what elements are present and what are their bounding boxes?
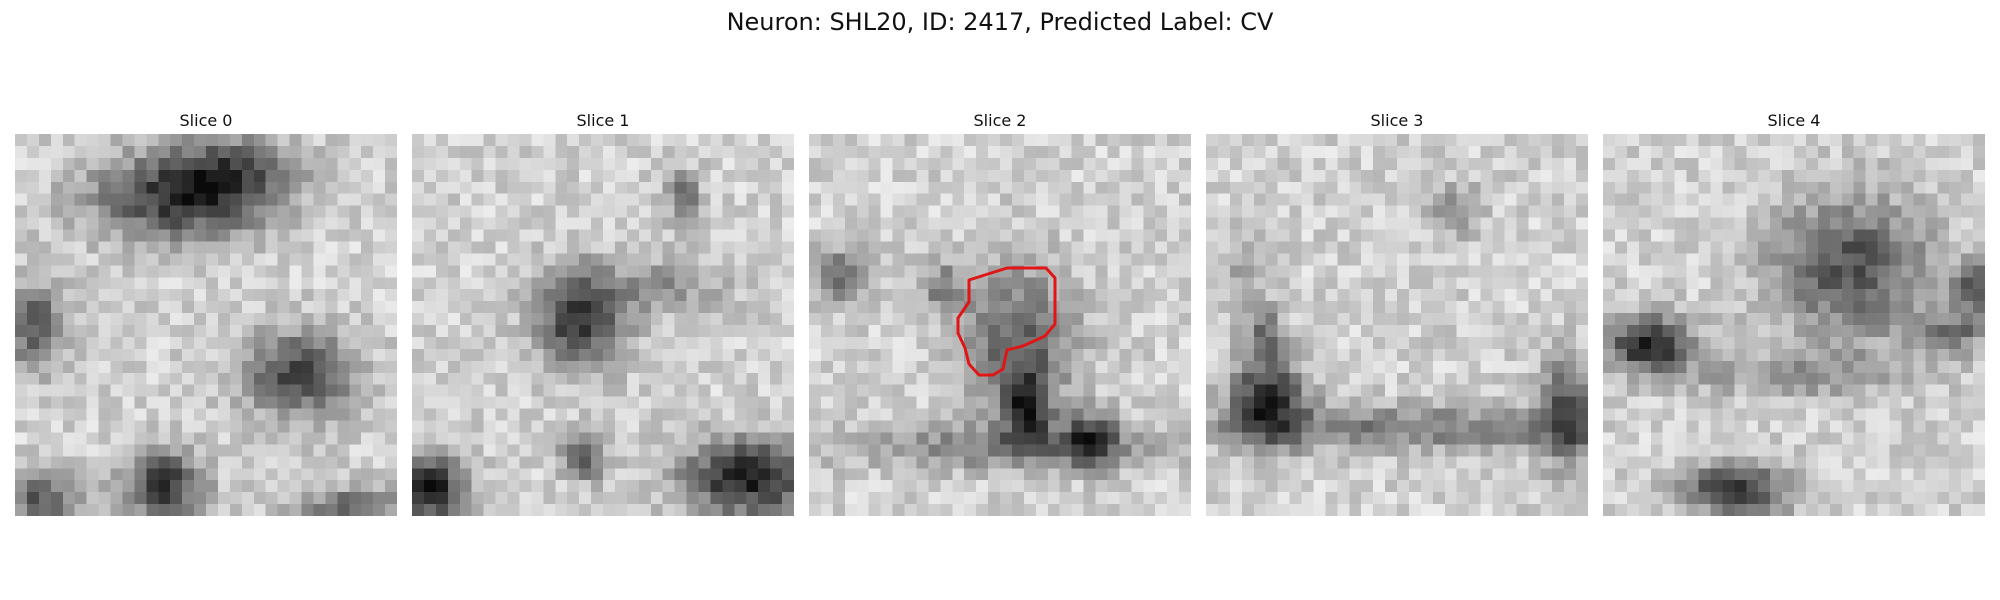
slice-panel-2: Slice 2 xyxy=(809,108,1191,516)
slice-panel-0: Slice 0 xyxy=(15,108,397,516)
slice-image-3 xyxy=(1206,134,1588,516)
slice-title-4: Slice 4 xyxy=(1767,111,1821,130)
slice-title-3: Slice 3 xyxy=(1370,111,1424,130)
slice-image-2 xyxy=(809,134,1191,516)
slice-image-1 xyxy=(412,134,794,516)
segmentation-contour xyxy=(956,266,1057,377)
slice-panel-3: Slice 3 xyxy=(1206,108,1588,516)
figure-title: Neuron: SHL20, ID: 2417, Predicted Label… xyxy=(726,8,1274,36)
slice-image-0 xyxy=(15,134,397,516)
slice-title-1: Slice 1 xyxy=(576,111,630,130)
slice-title-0: Slice 0 xyxy=(179,111,233,130)
slice-title-2: Slice 2 xyxy=(973,111,1027,130)
slice-panel-4: Slice 4 xyxy=(1603,108,1985,516)
slice-image-4 xyxy=(1603,134,1985,516)
slice-panel-1: Slice 1 xyxy=(412,108,794,516)
